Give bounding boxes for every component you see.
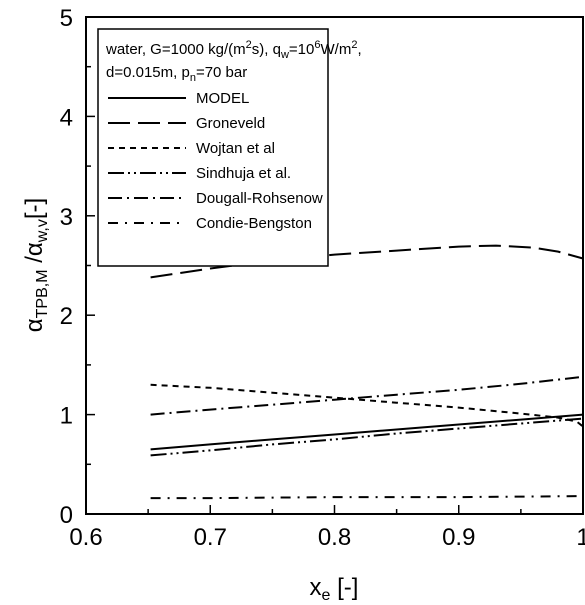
series-line (150, 417, 584, 457)
y-axis-ticks: 0 1 2 3 4 5 (60, 5, 95, 529)
legend-label: Groneveld (196, 115, 265, 132)
y-tick-label: 2 (60, 303, 73, 330)
y-axis-label: αTPB,M /αw,v[-] (21, 198, 51, 332)
legend-conditions-text: 6 (314, 39, 320, 51)
series-line (150, 495, 584, 500)
legend-conditions-text: 2 (246, 39, 252, 51)
legend-conditions-text: water, G=1000 kg/(m (105, 41, 246, 58)
x-axis-ticks: 0.6 0.7 0.8 0.9 1 (69, 505, 585, 551)
x-axis-label: xe [-] (310, 574, 359, 604)
legend-conditions-text: , (357, 41, 361, 58)
legend-conditions-text: s), q (252, 41, 281, 58)
x-tick-label: 0.7 (194, 524, 227, 551)
legend-conditions-text: d=0.015m, p (106, 64, 190, 81)
legend: water, G=1000 kg/(m2s), qw=106W/m2, d=0.… (97, 28, 362, 267)
x-tick-label: 1 (576, 524, 585, 551)
series-line (150, 375, 584, 416)
y-tick-label: 0 (60, 502, 73, 529)
legend-conditions-text: 2 (351, 39, 357, 51)
legend-label: Wojtan et al (196, 140, 275, 157)
series-layer (150, 244, 584, 500)
y-tick-label: 5 (60, 5, 73, 32)
legend-label: Condie-Bengston (196, 215, 312, 232)
x-tick-label: 0.9 (442, 524, 475, 551)
legend-conditions-text: =70 bar (196, 64, 247, 81)
y-tick-label: 3 (60, 204, 73, 231)
x-tick-label: 0.6 (69, 524, 102, 551)
legend-conditions-text: W/m (321, 41, 352, 58)
legend-label: Sindhuja et al. (196, 165, 291, 182)
legend-conditions-line1: water, G=1000 kg/(m2s), qw=106W/m2, (105, 39, 362, 61)
legend-box (97, 28, 329, 267)
legend-conditions-line2: d=0.015m, pn=70 bar (106, 64, 247, 84)
legend-label: Dougall-Rohsenow (196, 190, 323, 207)
legend-label: MODEL (196, 90, 249, 107)
y-tick-label: 4 (60, 104, 73, 131)
y-tick-label: 1 (60, 403, 73, 430)
legend-entries: MODEL Groneveld Wojtan et al Sindhuja et al… (108, 90, 323, 232)
legend-conditions-text: =10 (289, 41, 314, 58)
legend-conditions-text: n (190, 72, 196, 84)
series-line (150, 413, 584, 451)
x-tick-label: 0.8 (318, 524, 351, 551)
legend-conditions-text: w (280, 49, 289, 61)
